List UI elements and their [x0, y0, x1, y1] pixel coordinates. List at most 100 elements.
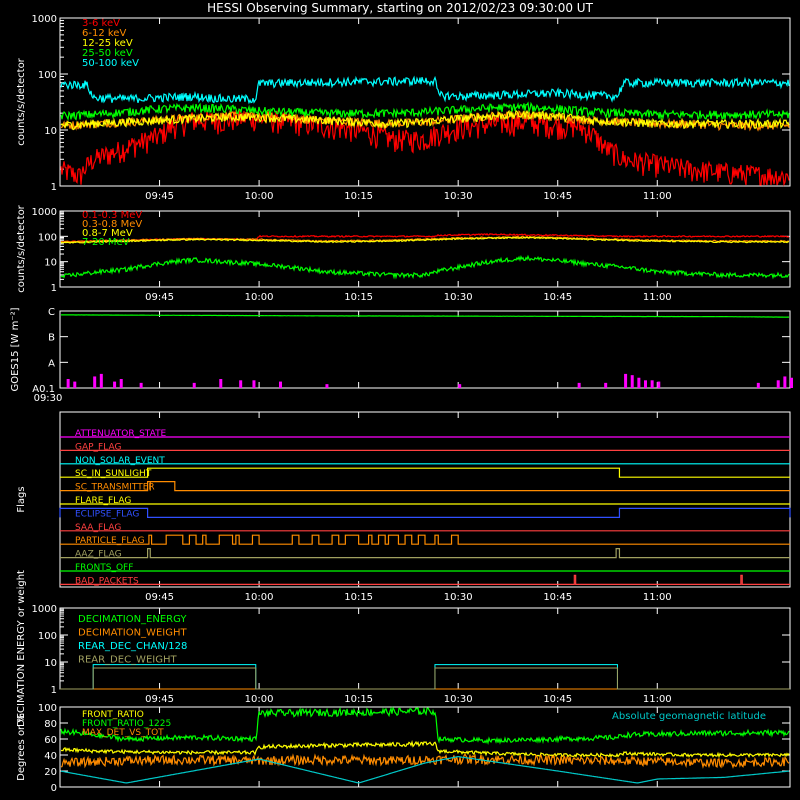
- x-tick-label: 10:15: [344, 191, 373, 202]
- goes-bar: [644, 380, 647, 388]
- legend-label: 0.1-0.3 MeV: [82, 210, 142, 221]
- x-tick-label: 11:00: [643, 694, 672, 705]
- goes-bar: [66, 379, 70, 388]
- chart-title: HESSI Observing Summary, starting on 201…: [207, 1, 593, 15]
- y-tick-label: 1: [51, 283, 57, 294]
- x-start-label: 09:30: [34, 393, 63, 404]
- x-tick-label: 10:30: [444, 694, 473, 705]
- goes-bar: [630, 375, 634, 388]
- goes-bar: [637, 377, 641, 388]
- flag-label: PARTICLE_FLAG: [75, 536, 145, 546]
- y-tick-label: 10: [44, 658, 57, 669]
- x-tick-label: 10:30: [444, 292, 473, 303]
- flag-label: SC_IN_SUNLIGHT: [75, 469, 152, 479]
- goes-bar: [756, 382, 760, 388]
- y-tick-label: 100: [38, 703, 57, 714]
- x-tick-label: 10:45: [543, 592, 572, 603]
- flag-label: AAZ_FLAG: [75, 550, 122, 560]
- goes-bar: [604, 382, 608, 388]
- goes-bar: [113, 381, 117, 388]
- x-tick-label: 10:45: [543, 191, 572, 202]
- legend-label: REAR_DEC_CHAN/128: [78, 641, 187, 652]
- series-line: [61, 740, 790, 759]
- x-tick-label: 09:45: [145, 292, 174, 303]
- x-tick-label: 10:15: [344, 592, 373, 603]
- y-axis-label: Degrees or %: [16, 713, 27, 781]
- x-tick-label: 10:15: [344, 694, 373, 705]
- goes-bar: [783, 376, 787, 388]
- x-tick-label: 10:00: [245, 694, 274, 705]
- y-tick-label: 80: [44, 719, 57, 730]
- goes-bar: [657, 381, 661, 388]
- goes-bar: [192, 382, 196, 388]
- panel-frame: [59, 17, 791, 187]
- y-axis-label: counts/s/detector: [16, 57, 27, 145]
- flag-line: [60, 481, 790, 492]
- y-tick-label: 1: [51, 182, 57, 193]
- y-tick-label: 1000: [32, 14, 57, 25]
- flag-line: [60, 467, 790, 478]
- flag-label: FRONTS_OFF: [75, 563, 133, 573]
- y-tick-label: C: [48, 307, 55, 318]
- x-tick-label: 09:45: [145, 694, 174, 705]
- y-tick-label: B: [48, 333, 55, 344]
- panel-decimation: 09:45 10:00 10:15 10:30 10:45 11:00 DECIMATION…: [16, 570, 791, 727]
- y-tick-label: 60: [44, 735, 57, 746]
- x-tick-label: 10:45: [543, 292, 572, 303]
- annotation-label: Absolute geomagnetic latitude: [612, 711, 766, 722]
- y-tick-label: 1000: [32, 207, 57, 218]
- legend-label: 0.8-7 MeV: [82, 228, 133, 239]
- y-tick-label: 1000: [32, 604, 57, 615]
- series-line: [60, 109, 790, 131]
- x-tick-label: 09:45: [145, 592, 174, 603]
- y-axis-label: Flags: [16, 486, 27, 512]
- x-tick-label: 10:00: [245, 292, 274, 303]
- x-tick-label: 11:00: [643, 191, 672, 202]
- goes-bar: [624, 373, 628, 388]
- y-tick-label: 40: [44, 751, 57, 762]
- series-line: [60, 254, 790, 280]
- goes-bar: [239, 380, 243, 388]
- goes-bar: [252, 380, 256, 388]
- panel-frame: [59, 411, 791, 588]
- y-axis-label: counts/s/detector: [16, 204, 27, 292]
- x-tick-label: 11:00: [643, 292, 672, 303]
- y-tick-label: 100: [38, 631, 57, 642]
- series-line: [60, 236, 790, 244]
- y-tick-label: 100: [38, 70, 57, 81]
- panel-goes: GOES15 [W m⁻²] A0.1 A B C 09:30: [10, 307, 793, 404]
- goes-bar: [776, 380, 780, 388]
- legend-label: FRONT_RATIO: [82, 710, 144, 720]
- y-tick-label: 10: [44, 258, 57, 269]
- x-tick-label: 11:00: [643, 592, 672, 603]
- x-tick-label: 09:45: [145, 191, 174, 202]
- flag-line: [59, 507, 791, 518]
- legend-label: FRONT_RATIO_1225: [82, 719, 171, 729]
- series-line: [60, 235, 790, 244]
- goes-bar: [790, 377, 793, 388]
- goes-bar: [93, 376, 97, 388]
- panel-lightcurve-rear: 09:45 10:00 10:15 10:30 10:45 11:00 counts/s/d…: [16, 204, 791, 303]
- legend-label: 3-6 keV: [82, 18, 120, 29]
- legend-label: 25-50 keV: [82, 48, 133, 59]
- series-line: [60, 75, 790, 105]
- panels: 09:45 10:00 10:15 10:30 10:45 11:00 counts/s/d…: [10, 14, 793, 794]
- legend-label: 6-12 keV: [82, 28, 126, 39]
- legend-label: MAX_DET_VS_TOT: [82, 728, 164, 738]
- flag-label: SC_TRANSMITTER: [75, 483, 155, 493]
- panel-frame: [59, 210, 791, 288]
- panel-ratios: Degrees or % 0 20 40 60 80 100 FRONT_RATIOFRONT…: [16, 703, 791, 794]
- y-axis-label: GOES15 [W m⁻²]: [10, 307, 21, 391]
- series-line: [60, 667, 790, 690]
- legend-label: 50-100 keV: [82, 58, 139, 69]
- flag-label: ATTENUATOR_STATE: [75, 429, 167, 439]
- y-tick-label: A: [48, 358, 55, 369]
- y-tick-label: 20: [44, 767, 57, 778]
- y-tick-label: 1: [51, 685, 57, 696]
- x-tick-label: 10:30: [444, 592, 473, 603]
- panel-lightcurve-front: 09:45 10:00 10:15 10:30 10:45 11:00 counts/s/d…: [16, 14, 791, 202]
- legend-label: DECIMATION_ENERGY: [78, 614, 187, 625]
- goes-bar: [325, 384, 329, 388]
- goes-bar: [650, 380, 654, 388]
